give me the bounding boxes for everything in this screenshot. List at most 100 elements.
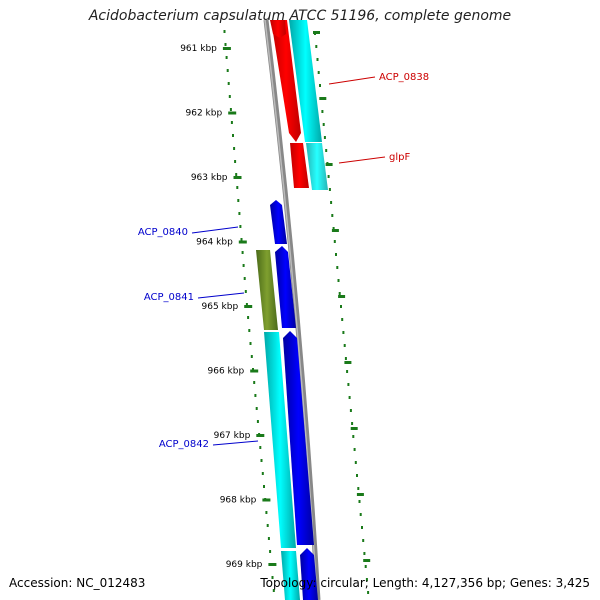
kbp-tick-label: 969 kbp: [226, 560, 263, 570]
gene-label[interactable]: glpF: [389, 152, 410, 163]
inner-minor-tick: [224, 43, 227, 46]
gene-label[interactable]: ACP_0841: [144, 292, 194, 303]
gene-feature-bottom-partial[interactable]: [300, 548, 318, 600]
outer-minor-tick: [335, 253, 337, 256]
inner-minor-tick: [250, 355, 253, 358]
outer-minor-tick: [348, 396, 351, 399]
inner-minor-tick: [269, 550, 272, 553]
outer-major-tick: [344, 361, 352, 364]
outer-minor-tick: [362, 539, 365, 542]
inner-minor-tick: [259, 446, 262, 449]
kbp-tick-label: 965 kbp: [202, 302, 239, 312]
outer-major-tick: [338, 295, 346, 298]
outer-minor-tick: [319, 84, 321, 87]
inner-minor-tick: [249, 342, 252, 345]
inner-minor-tick: [243, 277, 246, 280]
outer-tick-track: [313, 31, 371, 594]
cds-feature-glpf[interactable]: [306, 143, 328, 190]
outer-minor-tick: [332, 227, 335, 230]
inner-minor-tick: [241, 251, 244, 254]
outer-minor-tick: [354, 461, 357, 464]
outer-minor-tick: [353, 448, 356, 451]
inner-minor-tick: [234, 160, 237, 163]
kbp-tick-label: 967 kbp: [214, 431, 251, 441]
outer-major-tick: [350, 427, 358, 430]
topology-text: Topology: circular; Length: 4,127,356 bp…: [260, 576, 590, 590]
outer-minor-tick: [338, 292, 341, 295]
gene-label[interactable]: ACP_0842: [159, 439, 209, 450]
outer-minor-tick: [364, 565, 367, 568]
kbp-tick-label: 968 kbp: [220, 496, 257, 506]
outer-minor-tick: [349, 409, 352, 412]
kbp-tick-label: 963 kbp: [191, 173, 228, 183]
inner-minor-tick: [228, 95, 231, 98]
outer-minor-tick: [356, 474, 358, 477]
inner-major-tick: [244, 305, 253, 308]
outer-minor-tick: [344, 357, 347, 360]
outer-minor-tick: [343, 344, 346, 347]
map-title: Acidobacterium capsulatum ATCC 51196, co…: [88, 8, 512, 24]
inner-minor-tick: [239, 225, 242, 228]
inner-minor-tick: [227, 82, 230, 85]
cds-feature-acp0842[interactable]: [264, 332, 296, 548]
outer-minor-tick: [322, 123, 325, 126]
inner-minor-tick: [237, 199, 240, 202]
outer-minor-tick: [327, 175, 330, 178]
inner-minor-tick: [242, 264, 245, 267]
outer-minor-tick: [363, 552, 366, 555]
genome-backbone: [263, 19, 321, 600]
inner-minor-tick: [256, 420, 259, 423]
gene-feature-top-partial[interactable]: [270, 20, 286, 38]
outer-minor-tick: [361, 526, 363, 529]
plus-strand-features: [270, 20, 328, 190]
inner-minor-tick: [260, 459, 263, 462]
inner-minor-tick: [225, 56, 228, 59]
inner-minor-tick: [230, 121, 233, 124]
outer-minor-tick: [330, 201, 333, 204]
gene-label-leader-line: [212, 440, 259, 446]
gene-feature-acp0840[interactable]: [270, 200, 287, 244]
gene-label-leader-line: [197, 292, 245, 299]
outer-minor-tick: [341, 318, 344, 321]
gene-label-leader-line: [338, 156, 386, 164]
outer-minor-tick: [365, 578, 368, 581]
inner-minor-tick: [245, 303, 248, 306]
kbp-tick-label: 962 kbp: [186, 109, 223, 119]
inner-minor-tick: [272, 589, 275, 592]
kbp-tick-label: 961 kbp: [180, 44, 217, 54]
inner-major-tick: [268, 563, 277, 566]
inner-minor-tick: [255, 407, 258, 410]
outer-major-tick: [313, 31, 320, 34]
outer-major-tick: [325, 163, 333, 166]
kbp-tick-label: 964 kbp: [196, 238, 233, 248]
inner-minor-tick: [266, 524, 269, 527]
gene-feature-acp0838[interactable]: [271, 20, 301, 142]
outer-minor-tick: [315, 45, 318, 48]
inner-minor-tick: [267, 537, 270, 540]
outer-minor-tick: [337, 279, 340, 282]
inner-minor-tick: [235, 173, 238, 176]
gene-label[interactable]: ACP_0840: [138, 227, 188, 238]
cds-feature-acp0838[interactable]: [289, 20, 322, 142]
gene-feature-acp0841[interactable]: [275, 246, 296, 328]
inner-minor-tick: [226, 69, 229, 72]
gene-feature-acp0842[interactable]: [283, 331, 314, 545]
outer-minor-tick: [333, 240, 336, 243]
inner-major-tick: [262, 498, 271, 502]
kbp-tick-label: 966 kbp: [208, 367, 245, 377]
gene-label[interactable]: ACP_0838: [379, 72, 429, 83]
outer-minor-tick: [340, 305, 342, 308]
other-feature-acp0841[interactable]: [256, 250, 278, 330]
inner-minor-tick: [261, 472, 264, 475]
accession-text: Accession: NC_012483: [9, 576, 146, 590]
outer-minor-tick: [358, 500, 361, 503]
inner-minor-tick: [254, 394, 257, 397]
inner-minor-tick: [236, 186, 239, 189]
outer-minor-tick: [317, 71, 320, 74]
inner-minor-tick: [238, 212, 241, 215]
gene-feature-glpf[interactable]: [290, 143, 309, 188]
inner-minor-tick: [265, 511, 268, 514]
cds-feature-bottom-partial[interactable]: [281, 551, 300, 600]
outer-minor-tick: [328, 188, 331, 191]
outer-minor-tick: [347, 383, 350, 386]
